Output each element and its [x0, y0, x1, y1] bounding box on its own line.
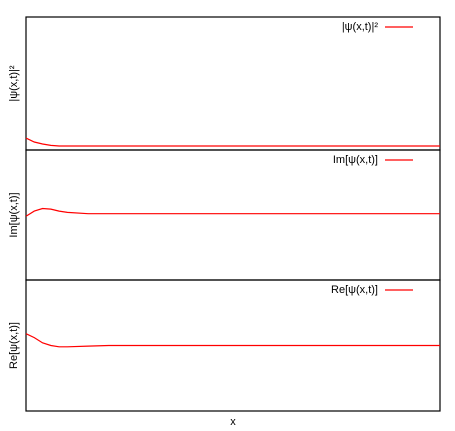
curve [25, 333, 440, 348]
y-axis-label: Re[ψ(x,t)] [8, 322, 20, 369]
panel-frame [25, 149, 441, 281]
y-axis-label: |ψ(x,t)|² [8, 65, 20, 101]
curve [25, 207, 440, 217]
x-axis-label: x [230, 416, 236, 428]
legend-label: |ψ(x,t)|² [342, 21, 378, 33]
panel-frame [25, 16, 441, 151]
curve [25, 137, 440, 147]
legend-label: Re[ψ(x,t)] [331, 284, 378, 296]
legend-label: Im[ψ(x,t)] [333, 154, 378, 166]
y-axis-label: Im[ψ(x,t)] [8, 192, 20, 237]
